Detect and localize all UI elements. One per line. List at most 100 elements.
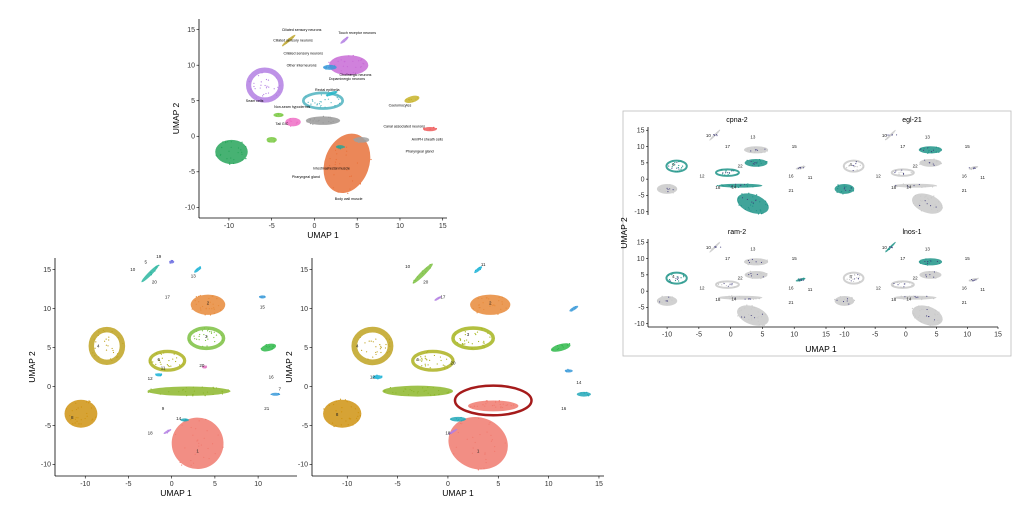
- cluster-label: 12: [148, 376, 154, 381]
- cell-point: [268, 141, 270, 143]
- cell-point: [477, 340, 480, 343]
- cell-point: [679, 170, 681, 172]
- cell-point: [359, 183, 362, 185]
- cell-point: [677, 170, 679, 173]
- cell-point: [671, 296, 673, 298]
- cell-point: [766, 260, 768, 263]
- cell-point: [147, 391, 149, 393]
- expression-point: [750, 273, 752, 275]
- cell-point: [486, 401, 488, 403]
- expression-point: [753, 163, 755, 165]
- cell-point: [413, 279, 415, 282]
- cell-point: [722, 173, 724, 175]
- cell-point: [205, 365, 207, 367]
- expression-point: [716, 135, 718, 137]
- cell-point: [941, 207, 943, 209]
- cluster-body: [737, 305, 769, 326]
- cell-point: [478, 417, 480, 419]
- cell-point: [915, 298, 917, 300]
- cluster-label: Canal associated neurons: [383, 125, 425, 129]
- cell-point: [892, 285, 894, 287]
- cell-point: [276, 94, 278, 96]
- cell-point: [336, 97, 338, 99]
- cell-point: [222, 141, 224, 143]
- cell-point: [170, 365, 172, 367]
- expression-point: [913, 185, 915, 187]
- cell-point: [310, 103, 312, 105]
- cell-point: [716, 283, 718, 285]
- cell-point: [464, 334, 466, 336]
- expression-point: [727, 172, 729, 174]
- cell-point: [344, 399, 347, 401]
- cell-point: [155, 267, 157, 269]
- cell-point: [325, 65, 327, 67]
- cell-point: [332, 187, 334, 189]
- cell-point: [970, 168, 973, 171]
- cell-point: [411, 389, 413, 392]
- cell-point: [75, 417, 77, 419]
- cell-point: [379, 348, 381, 350]
- cell-point: [762, 324, 764, 327]
- cell-point: [421, 270, 423, 272]
- cell-point: [381, 375, 383, 377]
- cell-point: [267, 140, 269, 143]
- cell-point: [858, 160, 860, 163]
- cell-point: [935, 277, 937, 279]
- cell-point: [760, 162, 762, 164]
- cell-point: [440, 359, 442, 362]
- cell-point: [328, 404, 330, 406]
- cell-point: [375, 376, 377, 378]
- cell-point: [489, 421, 491, 424]
- cell-point: [444, 367, 446, 369]
- cell-point: [937, 201, 940, 203]
- cell-point: [289, 119, 291, 121]
- cell-point: [159, 361, 161, 363]
- cell-point: [722, 281, 724, 283]
- cell-point: [510, 404, 512, 407]
- cell-point: [858, 276, 860, 279]
- expression-point: [751, 258, 753, 261]
- cell-point: [105, 338, 107, 340]
- cell-point: [167, 430, 170, 432]
- cluster-label: 18: [148, 431, 154, 436]
- expression-point: [890, 246, 893, 248]
- cell-point: [477, 310, 479, 312]
- cell-point: [930, 197, 932, 199]
- expression-point: [729, 283, 731, 285]
- cell-point: [341, 407, 343, 409]
- expression-point: [754, 317, 756, 319]
- y-tick-label: 0: [641, 176, 645, 183]
- cell-point: [195, 428, 197, 430]
- cell-point: [292, 37, 294, 39]
- cell-point: [764, 151, 766, 153]
- cell-point: [325, 68, 327, 70]
- cell-point: [359, 415, 361, 417]
- cluster-label: 10: [130, 267, 136, 272]
- cell-point: [336, 153, 338, 155]
- cell-point: [681, 281, 683, 283]
- cell-point: [437, 297, 439, 299]
- cluster-label: 16: [962, 174, 968, 179]
- cell-point: [84, 417, 86, 420]
- cell-point: [667, 274, 670, 276]
- cell-point: [675, 171, 677, 173]
- cell-point: [673, 189, 675, 191]
- cell-point: [448, 391, 450, 393]
- cell-cluster: [564, 368, 573, 373]
- cell-point: [567, 368, 569, 370]
- cell-point: [925, 195, 927, 197]
- cell-point: [220, 309, 222, 311]
- cell-point: [166, 432, 168, 434]
- cell-cluster: [260, 343, 277, 352]
- cell-point: [76, 420, 78, 422]
- cell-point: [759, 209, 761, 211]
- cell-point: [277, 113, 279, 115]
- expression-point: [755, 200, 757, 202]
- expression-point: [799, 167, 801, 169]
- cell-point: [320, 101, 322, 103]
- cell-point: [859, 280, 861, 283]
- cell-point: [751, 319, 753, 321]
- cell-point: [758, 324, 760, 326]
- expression-point: [919, 204, 921, 207]
